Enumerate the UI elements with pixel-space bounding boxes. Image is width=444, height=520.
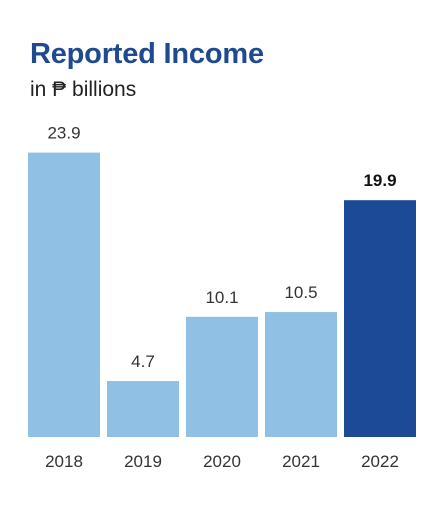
category-label-2021: 2021	[282, 452, 320, 471]
chart-subtitle: in ₱ billions	[30, 78, 137, 101]
bar-2020	[186, 316, 258, 437]
value-label-2020: 10.1	[205, 288, 238, 307]
category-label-2020: 2020	[203, 452, 241, 471]
bar-2019	[107, 381, 179, 437]
value-label-2019: 4.7	[131, 352, 155, 371]
value-label-2021: 10.5	[284, 283, 317, 302]
value-label-2022: 19.9	[363, 171, 396, 190]
category-label-2018: 2018	[45, 452, 83, 471]
category-label-2022: 2022	[361, 452, 399, 471]
bar-2022	[344, 200, 416, 437]
value-label-2018: 23.9	[47, 124, 80, 143]
bar-2021	[265, 312, 337, 437]
category-label-2019: 2019	[124, 452, 162, 471]
chart-title: Reported Income	[30, 38, 264, 70]
bar-2018	[28, 152, 100, 437]
